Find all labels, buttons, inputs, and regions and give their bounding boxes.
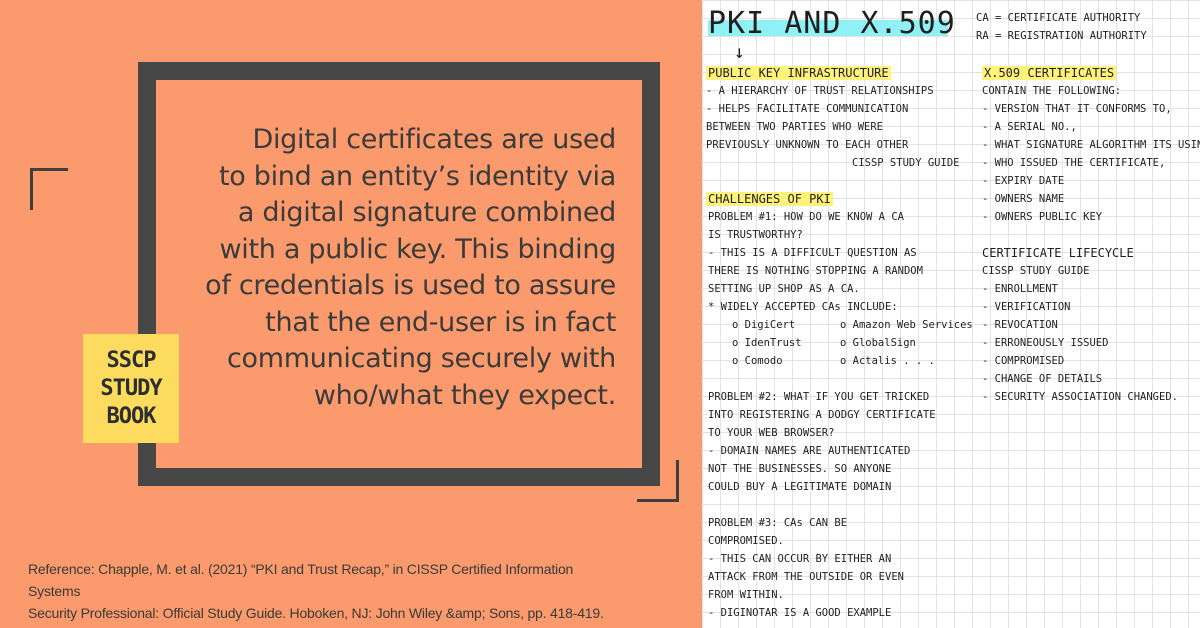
x509-line: - A SERIAL NO., <box>982 121 1077 133</box>
x509-line: - WHAT SIGNATURE ALGORITHM ITS USING <box>982 139 1200 151</box>
problem-line: SETTING UP SHOP AS A CA. <box>708 283 860 295</box>
ca-item: o Amazon Web Services <box>840 319 973 331</box>
badge-line: STUDY <box>100 375 162 401</box>
quote-text: Digital certificates are used to bind an… <box>146 122 616 414</box>
problem-line: INTO REGISTERING A DODGY CERTIFICATE <box>708 409 936 421</box>
quote-line: to bind an entity’s identity via <box>218 160 616 192</box>
badge-line: BOOK <box>106 403 157 429</box>
corner-bracket-top-left <box>30 168 68 210</box>
problem-line: IS TRUSTWORTHY? <box>708 229 803 241</box>
pki-source: CISSP STUDY GUIDE <box>852 157 960 169</box>
ca-item: o Comodo <box>732 355 783 367</box>
reference-citation: Reference: Chapple, M. et al. (2021) “PK… <box>28 558 608 624</box>
x509-heading: X.509 CERTIFICATES <box>982 66 1117 80</box>
quote-line: that the end-user is in fact <box>265 306 616 338</box>
problem-line: PROBLEM #1: HOW DO WE KNOW A CA <box>708 211 904 223</box>
problem-line: COMPROMISED. <box>708 535 784 547</box>
x509-line: - EXPIRY DATE <box>982 175 1065 187</box>
ra-definition: RA = REGISTRATION AUTHORITY <box>976 30 1147 42</box>
corner-bracket-bottom-right <box>637 460 679 502</box>
quote-line: a digital signature combined <box>237 197 616 228</box>
lifecycle-line: - ERRONEOUSLY ISSUED <box>982 337 1109 349</box>
ca-item: o DigiCert <box>732 319 796 331</box>
problem-line: NOT THE BUSINESSES. SO ANYONE <box>708 463 892 475</box>
problem-line: - DOMAIN NAMES ARE AUTHENTICATED <box>708 445 911 457</box>
x509-line: - OWNERS PUBLIC KEY <box>982 211 1103 223</box>
problem-line: PROBLEM #3: CAs CAN BE <box>708 517 848 529</box>
pki-line: BETWEEN TWO PARTIES WHO WERE <box>706 121 884 133</box>
quote-line: communicating securely with <box>226 343 616 374</box>
x509-line: - OWNERS NAME <box>982 193 1065 205</box>
problem-line: - DIGINOTAR IS A GOOD EXAMPLE <box>708 607 892 619</box>
lifecycle-line: - VERIFICATION <box>982 301 1071 313</box>
ca-item: o Actalis . . . <box>840 355 935 367</box>
problem-line: * WIDELY ACCEPTED CAs INCLUDE: <box>708 301 898 313</box>
pki-line: - A HIERARCHY OF TRUST RELATIONSHIPS <box>706 85 934 97</box>
reference-line: Reference: Chapple, M. et al. (2021) “PK… <box>28 561 574 599</box>
pki-line: PREVIOUSLY UNKNOWN TO EACH OTHER <box>706 139 909 151</box>
problem-line: COULD BUY A LEGITIMATE DOMAIN <box>708 481 892 493</box>
lifecycle-line: - CHANGE OF DETAILS <box>982 373 1103 385</box>
problem-line: FROM WITHIN. <box>708 589 784 601</box>
problem-line: - THIS CAN OCCUR BY EITHER AN <box>708 553 892 565</box>
sscp-study-book-badge: SSCP STUDY BOOK <box>83 334 179 443</box>
problem-line: TO YOUR WEB BROWSER? <box>708 427 835 439</box>
quote-line: of credentials is used to assure <box>205 270 616 301</box>
problem-line: THERE IS NOTHING STOPPING A RANDOM <box>708 265 923 277</box>
pki-line: - HELPS FACILITATE COMMUNICATION <box>706 103 909 115</box>
lifecycle-heading: CERTIFICATE LIFECYCLE <box>982 246 1134 260</box>
lifecycle-line: CISSP STUDY GUIDE <box>982 265 1090 277</box>
badge-line: SSCP <box>106 347 157 373</box>
reference-line: Security Professional: Official Study Gu… <box>28 605 604 621</box>
lifecycle-line: - ENROLLMENT <box>982 283 1058 295</box>
lifecycle-line: - SECURITY ASSOCIATION CHANGED. <box>982 391 1178 403</box>
problem-line: ATTACK FROM THE OUTSIDE OR EVEN <box>708 571 904 583</box>
pki-heading: PUBLIC KEY INFRASTRUCTURE <box>706 66 891 80</box>
x509-line: CONTAIN THE FOLLOWING: <box>982 85 1122 97</box>
challenges-heading: CHALLENGES OF PKI <box>706 192 833 206</box>
problem-line: - THIS IS A DIFFICULT QUESTION AS <box>708 247 917 259</box>
quote-line: with a public key. This binding <box>219 233 617 265</box>
lifecycle-line: - COMPROMISED <box>982 355 1065 367</box>
quote-line: who/what they expect. <box>313 379 616 411</box>
title-highlight <box>708 20 948 36</box>
down-arrow-icon: ↓ <box>734 42 745 63</box>
ca-item: o GlobalSign <box>840 337 916 349</box>
lifecycle-line: - REVOCATION <box>982 319 1058 331</box>
ca-definition: CA = CERTIFICATE AUTHORITY <box>976 12 1141 24</box>
x509-line: - WHO ISSUED THE CERTIFICATE, <box>982 157 1166 169</box>
ca-item: o IdenTrust <box>732 337 802 349</box>
quote-line: Digital certificates are used <box>252 124 616 155</box>
notes-title: PKI AND X.509 <box>708 6 956 41</box>
problem-line: PROBLEM #2: WHAT IF YOU GET TRICKED <box>708 391 930 403</box>
x509-line: - VERSION THAT IT CONFORMS TO, <box>982 103 1172 115</box>
handwritten-notes-panel: PKI AND X.509 ↓ CA = CERTIFICATE AUTHORI… <box>702 0 1200 628</box>
left-panel: Digital certificates are used to bind an… <box>0 0 702 628</box>
